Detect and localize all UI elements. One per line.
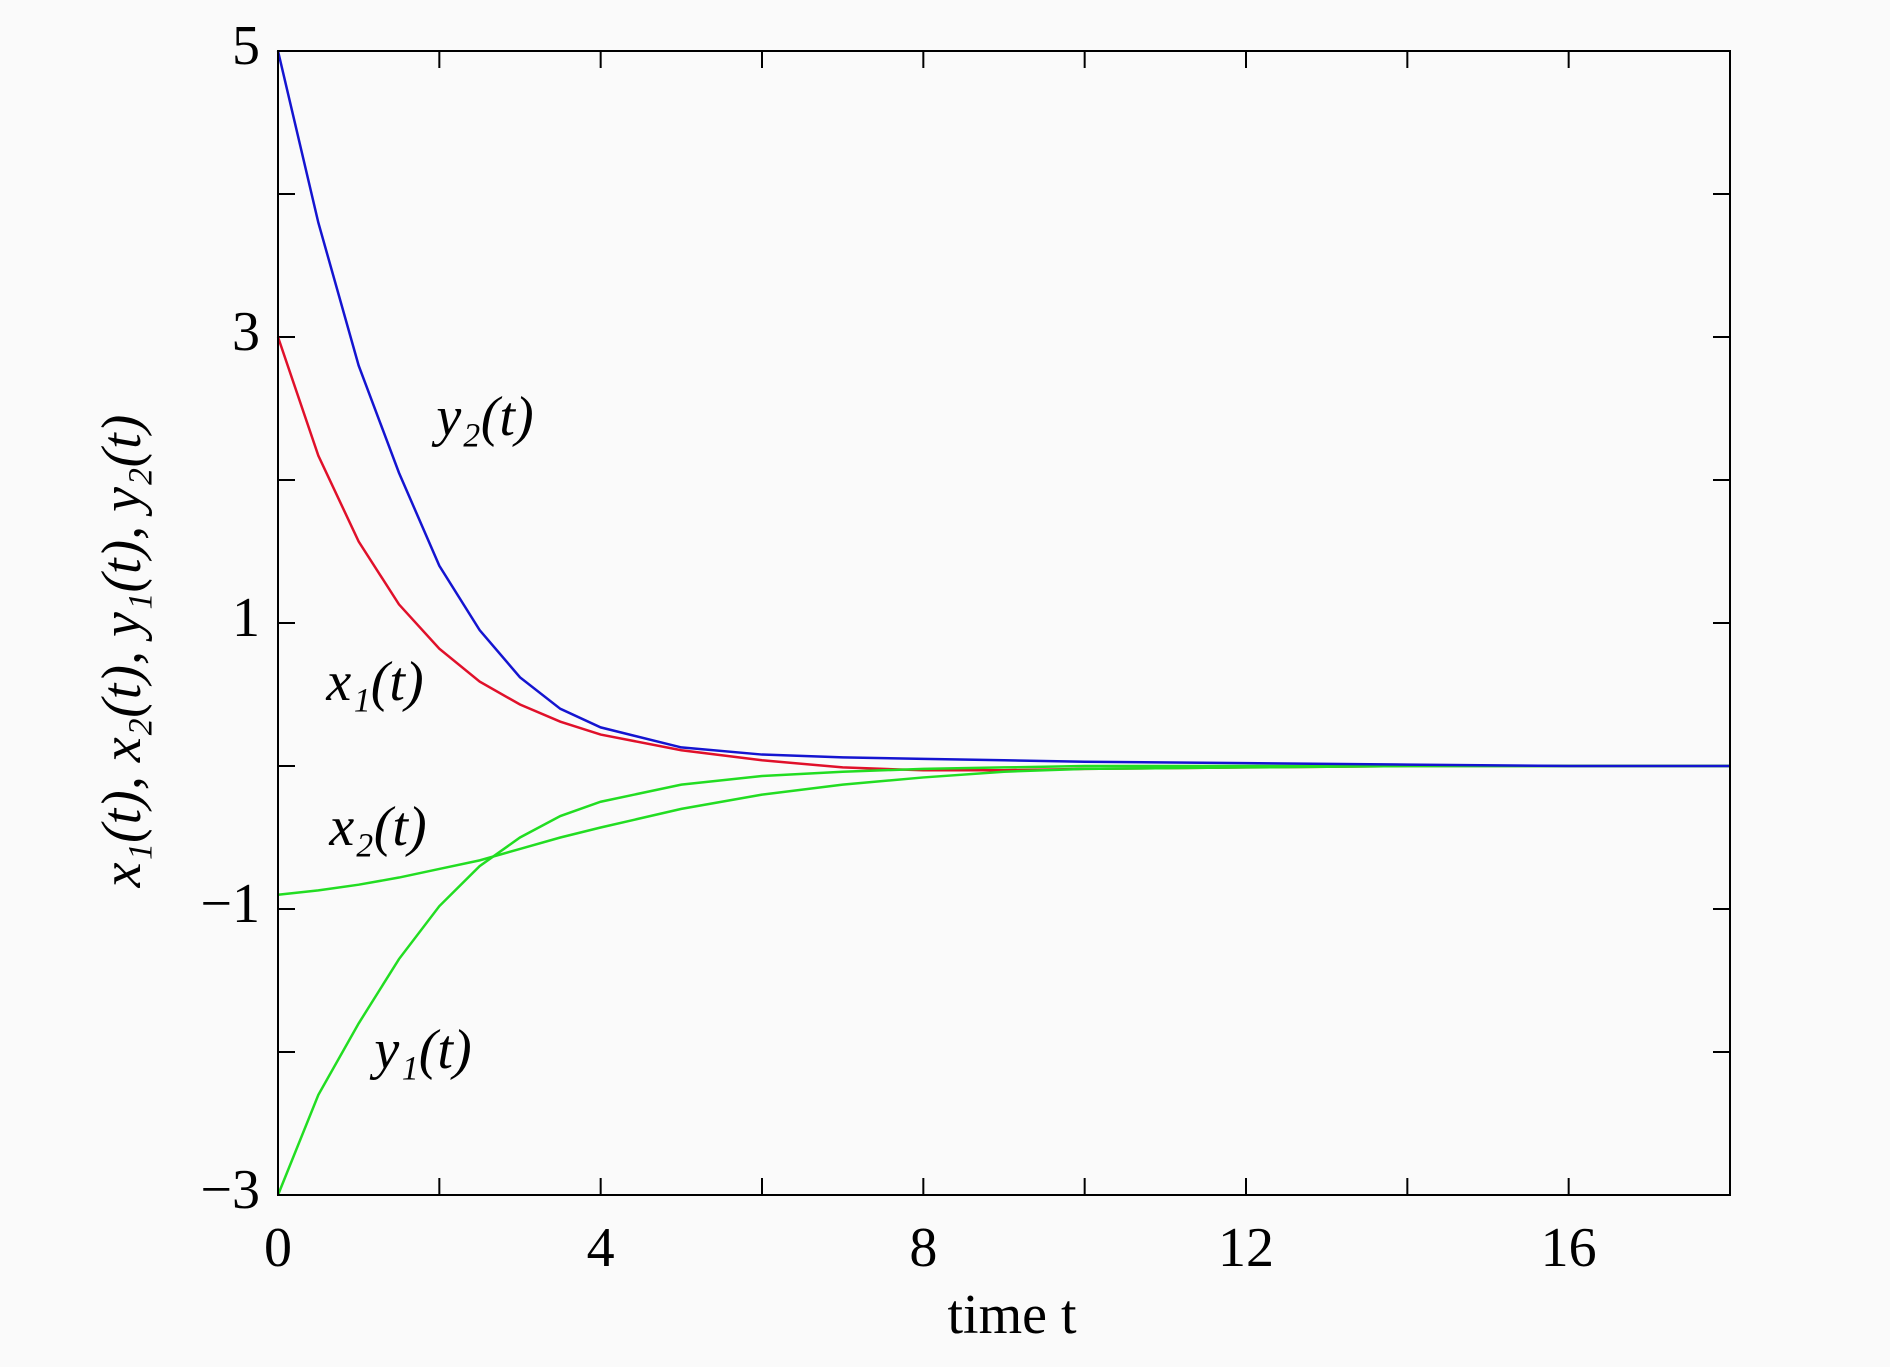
plot-frame [277,50,1731,1196]
y-tick-label: 3 [232,301,260,363]
line [276,50,1730,768]
y-tick-label: 5 [232,15,260,77]
x-tick-label: 0 [264,1217,292,1279]
x-tick-label: 12 [1218,1217,1274,1279]
x-tick-label: 4 [587,1217,615,1279]
y-axis-title: x₁(t), x₂(t), y₁(t), y₂(t) [91,415,153,889]
series-label: x₂(t) [328,796,426,858]
x-tick-label: 16 [1541,1217,1597,1279]
series-label: y₁(t) [369,1019,471,1081]
line [277,764,1730,896]
series-label: x₁(t) [325,651,423,713]
line [276,764,1730,1196]
y-tick-label: 1 [232,587,260,649]
y-tick-label: −1 [200,873,260,935]
x-tick-label: 8 [909,1217,937,1279]
x-axis-title: time t [947,1284,1077,1346]
series-label: y₂(t) [431,386,533,448]
y-tick-label: −3 [200,1159,260,1221]
